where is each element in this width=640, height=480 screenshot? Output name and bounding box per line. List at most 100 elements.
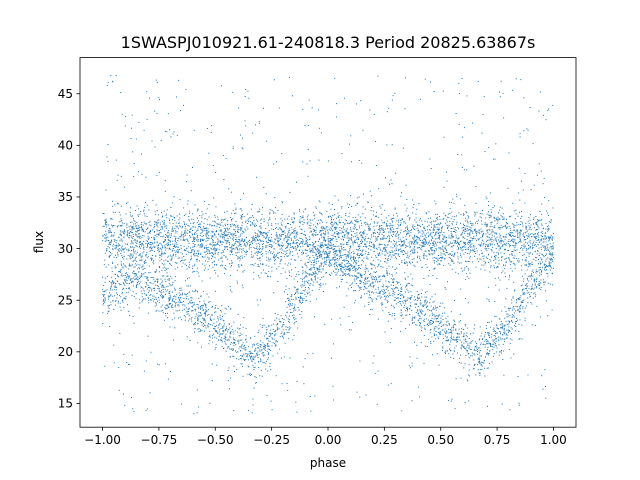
band-point — [247, 228, 249, 230]
band-point — [532, 218, 534, 220]
band-point — [287, 245, 289, 247]
band-point — [240, 228, 242, 230]
eclipse-point — [479, 374, 481, 376]
band-point — [521, 265, 522, 267]
eclipse-point — [257, 345, 259, 347]
eclipse-point — [260, 340, 262, 342]
band-point — [137, 214, 139, 216]
band-point — [156, 241, 158, 243]
eclipse-point — [213, 322, 215, 324]
band-point — [390, 252, 392, 253]
eclipse-point — [238, 341, 240, 343]
band-point — [312, 254, 314, 256]
band-point — [133, 220, 135, 222]
band-point — [321, 226, 323, 228]
band-point — [200, 243, 202, 245]
band-point — [501, 272, 503, 274]
band-point — [259, 260, 261, 262]
eclipse-point — [176, 294, 178, 296]
band-point — [271, 225, 273, 226]
band-point — [187, 246, 189, 248]
band-point — [362, 206, 364, 208]
band-point — [463, 269, 465, 271]
band-point — [251, 256, 253, 258]
band-point — [321, 244, 323, 246]
band-point — [129, 231, 131, 232]
band-point — [357, 203, 359, 205]
band-point — [256, 243, 258, 245]
band-point — [265, 250, 267, 252]
band-point — [509, 232, 511, 234]
eclipse-point — [335, 269, 337, 270]
eclipse-point — [250, 356, 252, 357]
eclipse-point — [178, 296, 179, 298]
band-point — [126, 224, 128, 226]
band-point — [446, 221, 448, 223]
band-point — [406, 232, 408, 234]
band-point — [262, 248, 264, 250]
band-point — [189, 252, 191, 254]
eclipse-point — [512, 321, 513, 323]
band-point — [200, 252, 202, 254]
band-point — [517, 229, 519, 231]
band-point — [320, 231, 322, 233]
band-point — [424, 243, 426, 245]
band-point — [430, 217, 431, 219]
band-point — [154, 238, 156, 240]
band-point — [193, 239, 195, 241]
band-point — [410, 242, 412, 244]
band-point — [237, 249, 238, 251]
band-point — [173, 245, 174, 247]
band-point — [343, 232, 345, 234]
band-point — [454, 252, 456, 254]
band-point — [504, 224, 506, 226]
band-point — [544, 249, 545, 251]
band-point — [391, 251, 393, 253]
band-point — [347, 232, 349, 234]
band-point — [109, 254, 111, 256]
eclipse-point — [217, 333, 219, 334]
band-point — [230, 289, 231, 291]
band-point — [383, 254, 385, 256]
band-point — [476, 250, 478, 252]
eclipse-point — [143, 273, 145, 275]
band-point — [197, 272, 199, 274]
band-point — [222, 225, 224, 227]
eclipse-point — [299, 296, 301, 298]
eclipse-point — [304, 294, 306, 296]
band-point — [319, 222, 321, 224]
band-point — [395, 249, 397, 251]
band-point — [377, 236, 379, 238]
band-point — [503, 217, 505, 219]
band-point — [178, 238, 180, 240]
band-point — [149, 224, 151, 226]
eclipse-point — [257, 351, 259, 353]
band-point — [258, 242, 260, 244]
band-point — [520, 217, 522, 219]
eclipse-point — [249, 375, 251, 376]
band-point — [409, 240, 411, 242]
band-point — [172, 255, 174, 257]
eclipse-point — [224, 340, 226, 342]
band-point — [335, 238, 337, 240]
band-point — [254, 248, 256, 249]
band-point — [485, 196, 487, 198]
eclipse-point — [530, 263, 532, 265]
band-point — [255, 236, 257, 238]
band-point — [227, 239, 229, 241]
eclipse-point — [351, 287, 352, 288]
band-point — [475, 252, 477, 254]
band-point — [500, 240, 502, 242]
band-point — [196, 258, 198, 260]
band-point — [129, 233, 130, 235]
band-point — [206, 208, 208, 210]
band-point — [348, 237, 350, 239]
band-point — [168, 236, 170, 238]
band-point — [447, 252, 448, 254]
band-point — [453, 202, 455, 204]
band-point — [340, 264, 342, 266]
band-point — [223, 249, 225, 250]
eclipse-point — [135, 298, 137, 300]
band-point — [423, 242, 425, 244]
band-point — [274, 197, 276, 198]
